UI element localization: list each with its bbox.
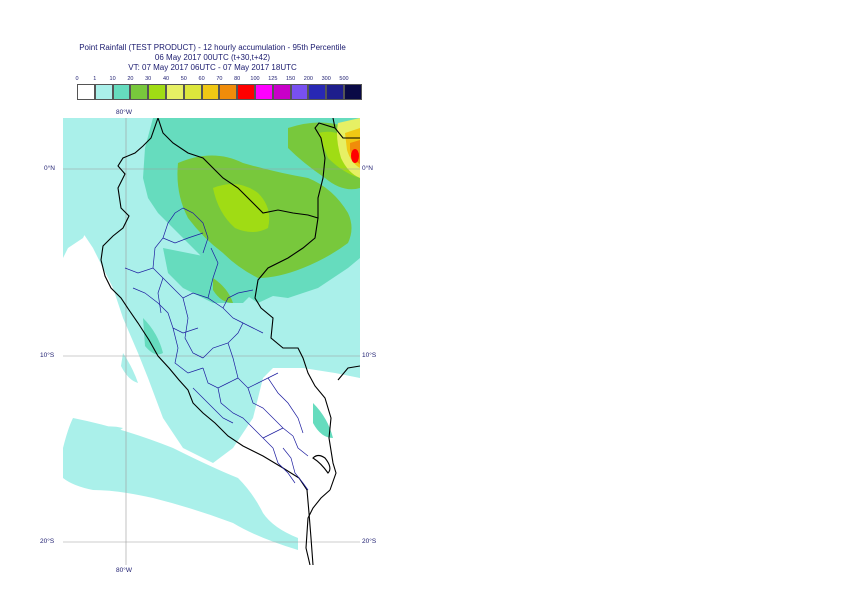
colorbar-tick-label: 60 <box>198 76 205 82</box>
lat-label-right-20: 20°S <box>362 538 377 545</box>
colorbar-tick-label: 80 <box>234 76 241 82</box>
lat-label-left-20: 20°S <box>40 538 55 545</box>
colorbar-swatch <box>201 84 220 100</box>
colorbar-swatch <box>148 84 166 100</box>
colorbar-swatch <box>77 84 95 100</box>
colorbar-tick-label: 30 <box>145 76 152 82</box>
colorbar-tick-label: 70 <box>216 76 223 82</box>
lon-label-bottom: 80°W <box>116 567 132 574</box>
colorbar-tick-label: 0 <box>75 76 79 82</box>
colorbar-tick-label: 500 <box>339 76 349 82</box>
validity-time-label: VT: 07 May 2017 06UTC - 07 May 2017 18UT… <box>128 63 297 72</box>
colorbar-tick-label: 10 <box>109 76 116 82</box>
colorbar-swatch <box>166 84 184 100</box>
rainfall-map <box>63 118 360 565</box>
colorbar-tick-label: 40 <box>162 76 170 82</box>
colorbar-swatch <box>183 84 202 100</box>
colorbar-swatch <box>344 84 362 100</box>
colorbar-swatch <box>326 84 344 100</box>
colorbar-swatch <box>255 84 273 100</box>
colorbar-swatch <box>219 84 238 100</box>
chart-title: Point Rainfall (TEST PRODUCT) - 12 hourl… <box>79 43 346 52</box>
colorbar-tick-label: 200 <box>303 76 313 82</box>
colorbar-tick-label: 20 <box>127 76 134 82</box>
lon-label-top: 80°W <box>116 109 132 116</box>
colorbar-swatch <box>130 84 149 100</box>
lat-label-left-10: 10°S <box>40 352 55 359</box>
colorbar-tick-label: 125 <box>268 76 278 82</box>
admin-boundaries <box>124 207 309 491</box>
colorbar-swatch <box>308 84 327 100</box>
graticule <box>63 118 360 565</box>
colorbar-swatch <box>290 84 309 100</box>
colorbar-swatch <box>112 84 131 100</box>
coastline-borders <box>100 118 360 565</box>
lat-label-right-0: 0°N <box>362 165 373 172</box>
lat-label-left-0: 0°N <box>44 165 55 172</box>
colorbar-swatch <box>272 84 291 100</box>
colorbar-swatch <box>94 84 113 100</box>
colorbar-swatch <box>237 84 255 100</box>
colorbar-tick-label: 100 <box>250 76 260 82</box>
colorbar-tick-label: 1 <box>93 76 97 82</box>
colorbar-tick-label: 300 <box>321 76 331 82</box>
lat-label-right-10: 10°S <box>362 352 377 359</box>
run-time-label: 06 May 2017 00UTC (t+30,t+42) <box>154 53 271 62</box>
colorbar-tick-label: 150 <box>286 76 296 82</box>
colorbar-tick-label: 50 <box>180 76 187 82</box>
